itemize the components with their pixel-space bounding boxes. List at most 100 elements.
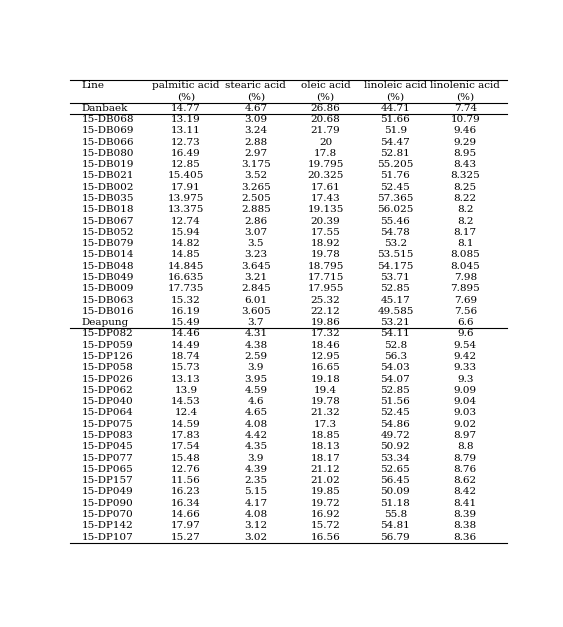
Text: palmitic acid: palmitic acid [152,82,220,90]
Text: 4.67: 4.67 [244,104,267,113]
Text: 17.955: 17.955 [307,284,344,293]
Text: 15-DP062: 15-DP062 [81,386,133,395]
Text: 4.31: 4.31 [244,329,267,339]
Text: 19.72: 19.72 [311,498,341,508]
Text: 18.17: 18.17 [311,453,341,463]
Text: (%): (%) [386,93,404,102]
Text: 15-DP065: 15-DP065 [81,465,133,474]
Text: 8.39: 8.39 [454,510,477,519]
Text: 14.82: 14.82 [171,239,201,248]
Text: 16.56: 16.56 [311,532,341,542]
Text: 13.375: 13.375 [168,205,204,214]
Text: 13.9: 13.9 [175,386,198,395]
Text: 54.07: 54.07 [381,374,410,384]
Text: 8.42: 8.42 [454,487,477,497]
Text: 15-DB080: 15-DB080 [81,149,134,158]
Text: 55.205: 55.205 [377,161,414,169]
Text: 7.56: 7.56 [454,307,477,316]
Text: 15-DB069: 15-DB069 [81,127,134,135]
Text: 56.3: 56.3 [384,352,407,361]
Text: 16.19: 16.19 [171,307,201,316]
Text: 9.46: 9.46 [454,127,477,135]
Text: 14.66: 14.66 [171,510,201,519]
Text: 8.79: 8.79 [454,453,477,463]
Text: 17.91: 17.91 [171,183,201,192]
Text: 9.42: 9.42 [454,352,477,361]
Text: 53.34: 53.34 [381,453,410,463]
Text: 15-DP142: 15-DP142 [81,521,133,530]
Text: 2.885: 2.885 [241,205,271,214]
Text: 8.17: 8.17 [454,228,477,237]
Text: 9.3: 9.3 [457,374,473,384]
Text: 15-DP064: 15-DP064 [81,408,133,418]
Text: 13.19: 13.19 [171,115,201,124]
Text: 3.175: 3.175 [241,161,271,169]
Text: 15-DP059: 15-DP059 [81,340,133,350]
Text: 45.17: 45.17 [381,295,410,305]
Text: 54.81: 54.81 [381,521,410,530]
Text: 15-DB066: 15-DB066 [81,138,134,147]
Text: 8.1: 8.1 [457,239,473,248]
Text: 17.735: 17.735 [168,284,204,293]
Text: 17.54: 17.54 [171,442,201,451]
Text: 8.38: 8.38 [454,521,477,530]
Text: 12.4: 12.4 [175,408,198,418]
Text: 2.97: 2.97 [244,149,267,158]
Text: 12.73: 12.73 [171,138,201,147]
Text: 21.32: 21.32 [311,408,341,418]
Text: 15-DP082: 15-DP082 [81,329,133,339]
Text: 3.9: 3.9 [248,453,264,463]
Text: 54.03: 54.03 [381,363,410,372]
Text: 16.49: 16.49 [171,149,201,158]
Text: Danbaek: Danbaek [81,104,128,113]
Text: linoleic acid: linoleic acid [364,82,427,90]
Text: 52.45: 52.45 [381,408,410,418]
Text: 52.65: 52.65 [381,465,410,474]
Text: 3.7: 3.7 [248,318,264,327]
Text: 4.17: 4.17 [244,498,267,508]
Text: 51.9: 51.9 [384,127,407,135]
Text: 19.78: 19.78 [311,397,341,406]
Text: 19.795: 19.795 [307,161,344,169]
Text: 52.45: 52.45 [381,183,410,192]
Text: 3.23: 3.23 [244,250,267,260]
Text: 15-DB035: 15-DB035 [81,194,134,203]
Text: 9.03: 9.03 [454,408,477,418]
Text: 15-DB002: 15-DB002 [81,183,134,192]
Text: 10.79: 10.79 [450,115,480,124]
Text: 2.505: 2.505 [241,194,271,203]
Text: 9.6: 9.6 [457,329,473,339]
Text: 15-DB019: 15-DB019 [81,161,134,169]
Text: 52.85: 52.85 [381,386,410,395]
Text: 52.81: 52.81 [381,149,410,158]
Text: 15-DB009: 15-DB009 [81,284,134,293]
Text: 15-DP058: 15-DP058 [81,363,133,372]
Text: 15-DB016: 15-DB016 [81,307,134,316]
Text: 54.47: 54.47 [381,138,410,147]
Text: 4.08: 4.08 [244,419,267,429]
Text: 16.65: 16.65 [311,363,341,372]
Text: 3.605: 3.605 [241,307,271,316]
Text: 8.22: 8.22 [454,194,477,203]
Text: 8.085: 8.085 [450,250,480,260]
Text: 15-DP083: 15-DP083 [81,431,133,440]
Text: 7.98: 7.98 [454,273,477,282]
Text: 3.52: 3.52 [244,172,267,181]
Text: 8.325: 8.325 [450,172,480,181]
Text: stearic acid: stearic acid [225,82,286,90]
Text: 7.74: 7.74 [454,104,477,113]
Text: 7.895: 7.895 [450,284,480,293]
Text: 49.585: 49.585 [377,307,414,316]
Text: 14.49: 14.49 [171,340,201,350]
Text: 18.46: 18.46 [311,340,341,350]
Text: 4.42: 4.42 [244,431,267,440]
Text: 17.3: 17.3 [314,419,337,429]
Text: 54.11: 54.11 [381,329,410,339]
Text: 8.25: 8.25 [454,183,477,192]
Text: 56.45: 56.45 [381,476,410,485]
Text: 15-DB018: 15-DB018 [81,205,134,214]
Text: 3.02: 3.02 [244,532,267,542]
Text: 9.54: 9.54 [454,340,477,350]
Text: 54.86: 54.86 [381,419,410,429]
Text: 15-DB079: 15-DB079 [81,239,134,248]
